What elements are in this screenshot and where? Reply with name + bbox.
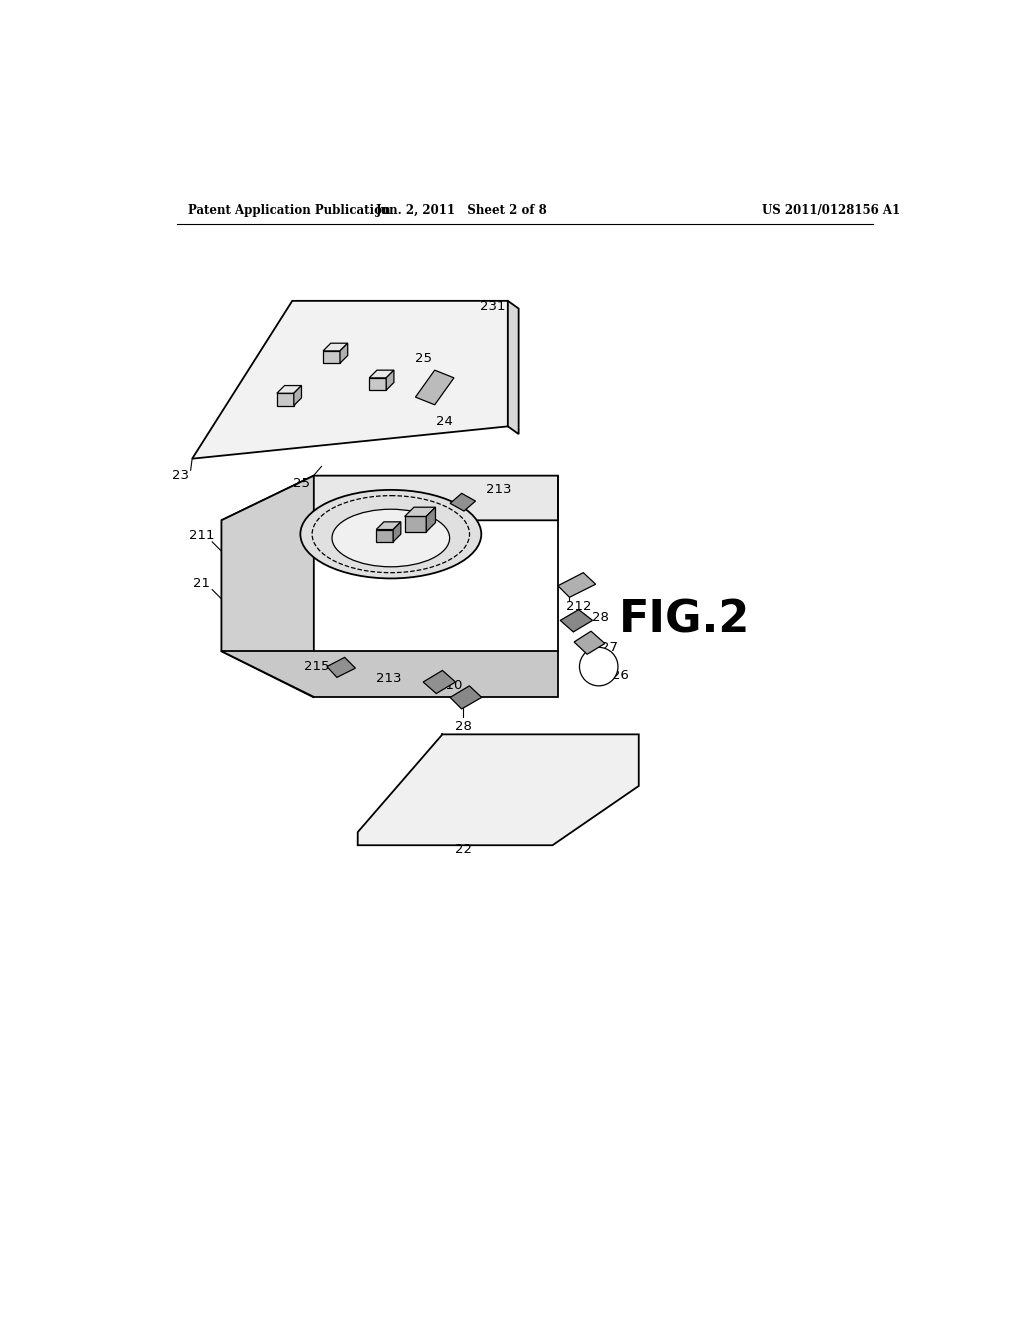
- Text: 25: 25: [415, 352, 432, 366]
- Polygon shape: [193, 301, 508, 459]
- Text: 213: 213: [376, 672, 401, 685]
- Text: 211: 211: [188, 529, 214, 543]
- Text: 22: 22: [455, 843, 472, 857]
- Text: 231: 231: [479, 300, 505, 313]
- Polygon shape: [404, 516, 426, 532]
- Polygon shape: [574, 631, 605, 655]
- Polygon shape: [327, 657, 355, 677]
- Text: 213: 213: [485, 483, 511, 496]
- Polygon shape: [451, 494, 475, 511]
- Text: 28: 28: [455, 721, 472, 733]
- Polygon shape: [221, 475, 313, 697]
- Polygon shape: [393, 521, 400, 543]
- Polygon shape: [276, 385, 301, 393]
- Polygon shape: [423, 671, 456, 693]
- Polygon shape: [426, 507, 435, 532]
- Polygon shape: [558, 573, 596, 597]
- Polygon shape: [357, 734, 639, 845]
- Polygon shape: [221, 651, 558, 697]
- Polygon shape: [508, 301, 518, 434]
- Polygon shape: [404, 507, 435, 516]
- Polygon shape: [370, 378, 386, 391]
- Polygon shape: [416, 370, 454, 405]
- Polygon shape: [323, 343, 348, 351]
- Text: 212: 212: [566, 601, 592, 612]
- Polygon shape: [376, 529, 393, 543]
- Text: 27: 27: [601, 640, 618, 653]
- Text: Patent Application Publication: Patent Application Publication: [188, 205, 391, 218]
- Text: 210: 210: [437, 680, 463, 693]
- Text: 28: 28: [592, 611, 608, 624]
- Text: 21: 21: [193, 577, 210, 590]
- Polygon shape: [340, 343, 348, 363]
- Polygon shape: [370, 370, 394, 378]
- Text: 26: 26: [612, 669, 629, 682]
- Text: Jun. 2, 2011   Sheet 2 of 8: Jun. 2, 2011 Sheet 2 of 8: [376, 205, 548, 218]
- Text: 215: 215: [304, 660, 330, 673]
- Circle shape: [580, 647, 617, 686]
- Text: 24: 24: [436, 416, 454, 428]
- Polygon shape: [323, 351, 340, 363]
- Ellipse shape: [300, 490, 481, 578]
- Ellipse shape: [332, 510, 450, 566]
- Polygon shape: [294, 385, 301, 405]
- Polygon shape: [451, 686, 481, 709]
- Polygon shape: [386, 370, 394, 391]
- Polygon shape: [276, 393, 294, 405]
- Text: 25: 25: [293, 477, 310, 490]
- Polygon shape: [376, 521, 400, 529]
- Polygon shape: [221, 475, 558, 520]
- Text: US 2011/0128156 A1: US 2011/0128156 A1: [762, 205, 900, 218]
- Polygon shape: [560, 610, 593, 632]
- Text: FIG.2: FIG.2: [620, 599, 751, 642]
- Text: 23: 23: [172, 469, 189, 482]
